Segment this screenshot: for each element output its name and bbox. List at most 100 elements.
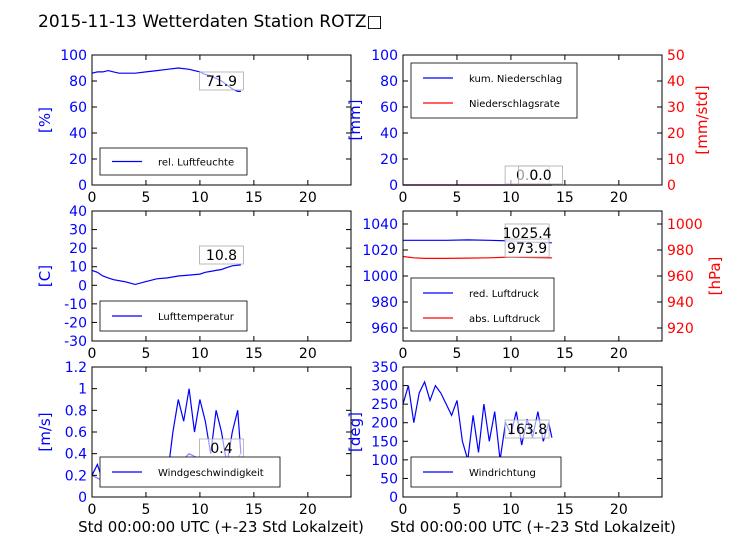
x-tick-label: 10 <box>502 346 520 362</box>
annotation-label: 10.8 <box>206 248 237 264</box>
y-tick-label: 20 <box>69 152 87 168</box>
chart-panel-4: 0 5 10 15 20 960 980 1000 1020 1040 920 940 960 980 10… <box>362 210 724 362</box>
y2-tick-label: 1000 <box>667 217 703 233</box>
y-tick-label: 80 <box>69 74 87 90</box>
x-tick-label: 0 <box>399 502 408 518</box>
x-tick-label: 5 <box>452 346 461 362</box>
y-tick-label: 0 <box>78 490 87 506</box>
x-tick-label: 5 <box>452 190 461 206</box>
annotation-box <box>199 71 244 91</box>
legend-box <box>410 277 555 332</box>
x-tick-label: 15 <box>556 502 574 518</box>
plot-frame-2 <box>402 54 663 186</box>
x-tick-label: 10 <box>191 190 209 206</box>
x-tick-label: 15 <box>556 190 574 206</box>
y-tick-label: 1000 <box>362 269 398 285</box>
x-tick-label: 10 <box>502 502 520 518</box>
y-tick-label: 100 <box>371 453 398 469</box>
legend-label: Lufttemperatur <box>158 312 235 323</box>
y2-axis-label: [hPa] <box>706 257 724 296</box>
x-tick-label: 15 <box>556 346 574 362</box>
plot-frame-3 <box>91 210 352 342</box>
y-tick-label: 1040 <box>362 217 398 233</box>
legend-box <box>410 62 578 119</box>
y-tick-label: 350 <box>371 360 398 376</box>
x-tick-label: 15 <box>245 190 263 206</box>
x-tick-label: 5 <box>141 190 150 206</box>
y2-tick-label: 20 <box>667 126 685 142</box>
x-tick-label: 0 <box>88 346 97 362</box>
y-tick-label: 960 <box>371 321 398 337</box>
x-tick-label: 20 <box>299 502 317 518</box>
y2-tick-label: 920 <box>667 321 694 337</box>
y-tick-label: 200 <box>371 416 398 432</box>
y-axis-label: [mm] <box>346 100 364 141</box>
y2-tick-label: 50 <box>667 48 685 64</box>
y-tick-label: 50 <box>380 471 398 487</box>
annotation-label: 0.0 <box>529 168 551 184</box>
annotation-label: 1025.4 <box>503 226 552 242</box>
x-tick-label: 10 <box>191 502 209 518</box>
y-tick-label: 60 <box>69 100 87 116</box>
x-tick-label: 0 <box>399 190 408 206</box>
x-tick-label: 10 <box>502 190 520 206</box>
legend-box <box>99 147 248 176</box>
x-tick-label: 5 <box>141 502 150 518</box>
legend-label: Windrichtung <box>469 468 536 479</box>
y-tick-label: 980 <box>371 295 398 311</box>
chart-panel-5: 0 5 10 15 20 0 0.2 0.4 0.6 0.8 1 1.2 [m/s] 0.4 Windges… <box>36 360 352 518</box>
x-tick-label: 5 <box>141 346 150 362</box>
y2-tick-label: 10 <box>667 152 685 168</box>
annotation-box <box>199 245 244 265</box>
y-tick-label: 150 <box>371 434 398 450</box>
y-tick-label: 100 <box>371 48 398 64</box>
y-axis-label: [m/s] <box>36 412 54 451</box>
y-tick-label: 60 <box>380 100 398 116</box>
x-tick-label: 0 <box>88 190 97 206</box>
legend-label: abs. Luftdruck <box>469 314 540 325</box>
x-axis-label-right: Std 00:00:00 UTC (+-23 Std Lokalzeit) <box>390 518 676 536</box>
y-tick-label: -20 <box>64 315 87 331</box>
y-tick-label: 40 <box>380 126 398 142</box>
annotation-box <box>504 238 550 258</box>
y-tick-label: 10 <box>69 260 87 276</box>
chart-panel-2: 0 5 10 15 20 0 20 40 60 80 100 0 10 20 30 40 50 [mm] [mm/s… <box>346 48 711 206</box>
y2-tick-label: 30 <box>667 100 685 116</box>
y2-tick-label: 980 <box>667 243 694 259</box>
x-tick-label: 20 <box>299 190 317 206</box>
annotation-label: 0.4 <box>210 441 232 457</box>
legend-label: kum. Niederschlag <box>469 74 562 85</box>
y2-tick-label: 940 <box>667 295 694 311</box>
y-tick-label: 1 <box>78 382 87 398</box>
legend-label: red. Luftdruck <box>469 289 539 300</box>
x-tick-label: 0 <box>399 346 408 362</box>
x-tick-label: 20 <box>299 346 317 362</box>
y-tick-label: 0.2 <box>65 468 87 484</box>
x-tick-label: 15 <box>245 346 263 362</box>
y2-axis-label: [mm/std] <box>693 85 711 154</box>
y2-tick-label: 40 <box>667 74 685 90</box>
plot-frame-6 <box>402 366 663 498</box>
legend-label: rel. Luftfeuchte <box>158 158 234 169</box>
y-tick-label: -30 <box>64 334 87 350</box>
figure-title: 2015-11-13 Wetterdaten Station ROTZ□ <box>38 12 383 32</box>
y-tick-label: 20 <box>69 241 87 257</box>
y-tick-label: 0 <box>78 178 87 194</box>
series-line-3-1 <box>91 264 241 286</box>
y-axis-label: [deg] <box>346 412 364 452</box>
y-tick-label: 0 <box>389 178 398 194</box>
x-tick-label: 20 <box>610 190 628 206</box>
y-tick-label: 80 <box>380 74 398 90</box>
y-tick-label: 0.8 <box>65 403 87 419</box>
y2-tick-label: 960 <box>667 269 694 285</box>
y-tick-label: 100 <box>60 48 87 64</box>
annotation-label: 163.8 <box>507 422 547 438</box>
x-tick-label: 15 <box>245 502 263 518</box>
annotation-label: 71.9 <box>206 74 237 90</box>
y-tick-label: 1.2 <box>65 360 87 376</box>
y-tick-label: 0.6 <box>65 425 87 441</box>
y-tick-label: 0.4 <box>65 447 87 463</box>
x-tick-label: 5 <box>452 502 461 518</box>
